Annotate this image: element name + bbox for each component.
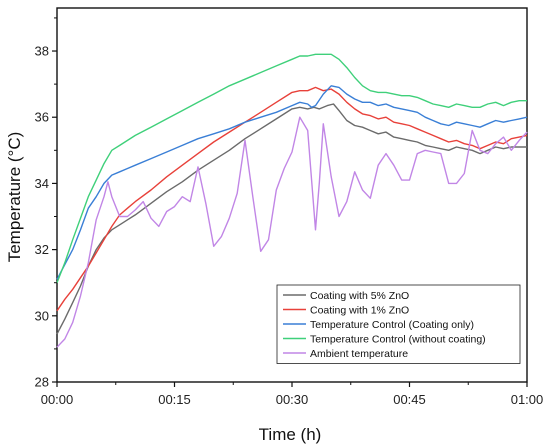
series-line-5 — [56, 116, 528, 348]
legend-label: Ambient temperature — [310, 348, 408, 360]
legend-label: Temperature Control (Coating only) — [310, 319, 474, 331]
series-line-2 — [56, 86, 528, 312]
y-tick-label: 36 — [35, 110, 49, 125]
series-line-3 — [56, 85, 528, 280]
series-layer — [56, 53, 528, 348]
y-tick-label: 30 — [35, 308, 49, 323]
legend-label: Temperature Control (without coating) — [310, 333, 486, 345]
legend: Coating with 5% ZnO Coating with 1% ZnO Te… — [276, 284, 521, 364]
y-tick-label: 28 — [35, 375, 49, 390]
legend-box — [276, 284, 521, 364]
series-line-1 — [56, 103, 527, 335]
y-tick-label: 32 — [35, 242, 49, 257]
x-tick-label: 01:00 — [511, 392, 544, 407]
y-tick-label: 34 — [35, 176, 49, 191]
x-axis-title: Time (h) — [259, 425, 322, 444]
series-line-4 — [56, 53, 527, 283]
legend-label: Coating with 1% ZnO — [310, 304, 409, 316]
x-tick-label: 00:00 — [41, 392, 74, 407]
x-tick-label: 00:30 — [276, 392, 309, 407]
legend-label: Coating with 5% ZnO — [310, 290, 409, 302]
x-tick-label: 00:15 — [158, 392, 191, 407]
y-tick-label: 38 — [35, 44, 49, 59]
x-tick-label: 00:45 — [393, 392, 426, 407]
y-axis-title: Temperature (°C) — [5, 132, 24, 263]
ticks-layer: 00:00 00:15 00:30 00:45 01:00 28 30 32 34 36 38 — [35, 17, 544, 407]
